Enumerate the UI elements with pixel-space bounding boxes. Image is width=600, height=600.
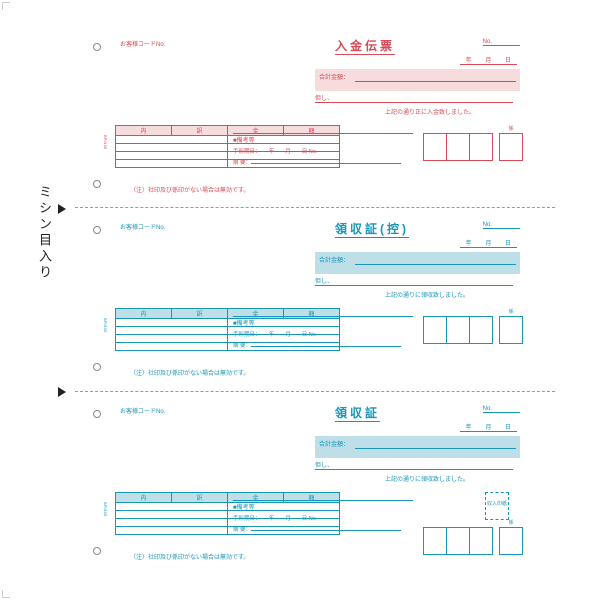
slip-title: 入金伝票 xyxy=(335,37,395,55)
revenue-stamp-box: 収入印紙 xyxy=(485,492,509,520)
amount-block: 合計金額： xyxy=(315,69,520,91)
date-field: 年 月 日 xyxy=(460,422,517,432)
punch-hole xyxy=(93,180,101,188)
proviso: 但し、 xyxy=(315,93,513,103)
stamp-boxes: 係 xyxy=(423,133,523,161)
punch-hole xyxy=(93,43,101,51)
form-page: お客様コードNo. 入金伝票 No. 年 月 日 合計金額： 但し、 上記の通り… xyxy=(75,25,555,575)
perf-arrow-2 xyxy=(58,387,66,397)
punch-hole xyxy=(93,363,101,371)
amount-label: 合計金額： xyxy=(319,72,349,81)
number-label: No. xyxy=(483,406,520,413)
amount-label: 合計金額： xyxy=(319,255,349,264)
punch-hole xyxy=(93,410,101,418)
validity-note: （注）社印及び係印がない場合は無効です。 xyxy=(130,368,249,377)
number-label: No. xyxy=(483,222,520,229)
validity-note: （注）社印及び係印がない場合は無効です。 xyxy=(130,552,249,561)
customer-code-label: お客様コードNo. xyxy=(120,406,165,415)
date-field: 年 月 日 xyxy=(460,238,517,248)
received-note: 上記の通りに領収致しました。 xyxy=(385,474,469,483)
memo-block: ■備考等 手形期日： 年 月 日 No. 摘 要： xyxy=(233,133,413,166)
side-code: BP0105 xyxy=(103,502,108,516)
customer-code-label: お客様コードNo. xyxy=(120,222,165,231)
number-label: No. xyxy=(483,39,520,46)
punch-hole xyxy=(93,547,101,555)
customer-code-label: お客様コードNo. xyxy=(120,39,165,48)
date-field: 年 月 日 xyxy=(460,55,517,65)
memo-block: ■備考等 手形期日： 年 月 日 No. 摘 要： xyxy=(233,316,413,349)
slip-deposit: お客様コードNo. 入金伝票 No. 年 月 日 合計金額： 但し、 上記の通り… xyxy=(75,25,555,208)
received-note: 上記の通り正に入金致しました。 xyxy=(385,107,475,116)
stamp-boxes: 係 xyxy=(423,527,523,555)
slip-receipt-copy: お客様コードNo. 領収証(控) No. 年 月 日 合計金額： 但し、 上記の… xyxy=(75,208,555,391)
amount-block: 合計金額： xyxy=(315,252,520,274)
amount-block: 合計金額： xyxy=(315,436,520,458)
side-code: BP0105 xyxy=(103,135,108,149)
proviso: 但し、 xyxy=(315,276,513,286)
punch-hole xyxy=(93,226,101,234)
validity-note: （注）社印及び係印がない場合は無効です。 xyxy=(130,185,249,194)
slip-title: 領収証 xyxy=(335,404,380,422)
perforation-label: ミシン目入り xyxy=(35,185,54,281)
slip-title: 領収証(控) xyxy=(335,220,409,238)
amount-label: 合計金額： xyxy=(319,439,349,448)
side-code: BP0105 xyxy=(103,318,108,332)
stamp-boxes: 係 xyxy=(423,316,523,344)
perf-arrow-1 xyxy=(58,204,66,214)
slip-receipt: お客様コードNo. 領収証 No. 年 月 日 合計金額： 但し、 上記の通りに… xyxy=(75,392,555,575)
proviso: 但し、 xyxy=(315,460,513,470)
memo-block: ■備考等 手形期日： 年 月 日 No. 摘 要： xyxy=(233,500,413,533)
received-note: 上記の通りに領収致しました。 xyxy=(385,290,469,299)
